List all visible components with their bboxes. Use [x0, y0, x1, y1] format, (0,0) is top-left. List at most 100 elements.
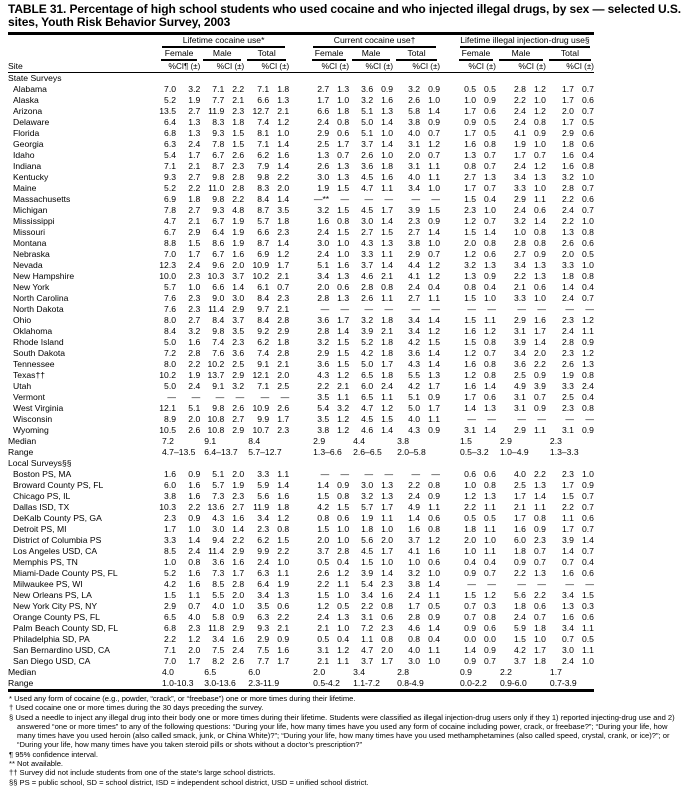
range-value: 1.0–4.9: [499, 447, 529, 457]
percent-value: 2.0: [464, 238, 477, 248]
ci-value: 1.4: [381, 117, 394, 127]
median-value: 3.8: [397, 436, 410, 446]
ci-value: 0.4: [484, 282, 496, 292]
percent-value: 7.0: [164, 84, 176, 94]
ci-value: 1.5: [337, 183, 350, 193]
percent-value: 7.3: [212, 491, 225, 501]
percent-value: 4.7: [361, 645, 374, 655]
ci-value: 1.2: [484, 590, 496, 600]
ci-value: 2.6: [232, 150, 245, 160]
percent-value: 1.0: [464, 480, 477, 490]
percent-value: 8.7: [257, 238, 270, 248]
ci-value: 1.5: [428, 337, 441, 347]
footnote: * Used any form of cocaine (e.g., powder…: [9, 694, 356, 703]
percent-value: 6.7: [212, 249, 225, 259]
percent-value: 3.5: [317, 414, 330, 424]
ci-value: 1.6: [337, 260, 350, 270]
ci-value: 1.4: [484, 381, 496, 391]
percent-value: 4.5: [361, 414, 374, 424]
ci-value: 0.9: [533, 524, 546, 534]
ci-value: 1.2: [428, 139, 441, 149]
ci-value: 1.5: [188, 238, 201, 248]
ci-value: 0.7: [581, 205, 594, 215]
percent-value: 3.6: [361, 84, 374, 94]
site-name: Nebraska: [13, 249, 50, 259]
ci-value: 1.9: [232, 216, 245, 226]
percent-value: 2.0: [464, 535, 477, 545]
ci-value: 0.8: [581, 403, 594, 413]
percent-value: 2.4: [561, 293, 574, 303]
ci-value: 1.4: [428, 348, 441, 358]
ci-value: 1.0: [381, 128, 394, 138]
percent-value: 1.2: [464, 370, 477, 380]
ci-value: 0.7: [188, 601, 201, 611]
ci-value: 1.9: [188, 95, 201, 105]
site-name: Delaware: [13, 117, 50, 127]
percent-value: 8.6: [212, 238, 225, 248]
percent-value: 3.8: [408, 117, 421, 127]
percent-value: 5.4: [361, 579, 374, 589]
percent-value: 5.6: [514, 590, 526, 600]
ci-value: —: [537, 304, 546, 314]
percent-value: 1.7: [561, 95, 574, 105]
ci-value: —: [585, 304, 594, 314]
ci-value: 2.4: [232, 645, 245, 655]
percent-value: 7.8: [212, 139, 225, 149]
ci-value: 1.7: [188, 249, 201, 259]
ci-value: 1.4: [533, 491, 546, 501]
percent-value: 8.1: [257, 128, 270, 138]
ci-value: 0.8: [337, 491, 350, 501]
percent-value: 1.6: [561, 612, 574, 622]
ci-value: 2.1: [277, 271, 290, 281]
ci-value: —: [340, 194, 350, 204]
percent-value: 3.4: [408, 326, 421, 336]
ci-value: 2.2: [277, 612, 290, 622]
percent-value: 1.3: [464, 271, 477, 281]
percent-value: 1.6: [464, 359, 477, 369]
ci-value: 1.6: [381, 172, 394, 182]
ci-value: 0.8: [581, 271, 594, 281]
percent-value: 6.4: [212, 227, 225, 237]
percent-value: 8.4: [164, 326, 176, 336]
percent-value: 3.7: [361, 139, 374, 149]
percent-value: 3.4: [514, 260, 526, 270]
sex-header: Female: [158, 48, 200, 61]
percent-value: 1.0: [464, 95, 477, 105]
table-row: New Hampshire 10.0 2.3 10.3 3.7 10.2 2.1 3.4 1.3…: [8, 271, 594, 282]
percent-value: 2.4: [514, 612, 526, 622]
table-row: Broward County PS, FL 6.0 1.6 5.7 1.9 5.9 1.4 1…: [8, 480, 594, 491]
site-name: Los Angeles USD, CA: [13, 546, 98, 556]
percent-value: 2.8: [514, 238, 526, 248]
ci-value: 1.4: [484, 425, 496, 435]
ci-value: 1.4: [337, 326, 350, 336]
ci-value: 3.2: [232, 381, 245, 391]
ci-value: 2.3: [188, 304, 201, 314]
ci-value: 1.4: [277, 194, 290, 204]
ci-value: 0.9: [581, 425, 594, 435]
range-value: 0.9-6.0: [495, 678, 546, 692]
percent-value: 1.5: [561, 491, 574, 501]
percent-value: —: [320, 304, 330, 314]
percent-value: —: [364, 194, 374, 204]
ci-value: 1.6: [232, 634, 245, 644]
ci-value: 1.7: [188, 150, 201, 160]
ci-value: —: [384, 469, 394, 479]
ci-value: 2.3: [188, 271, 201, 281]
percent-value: 6.3: [164, 139, 176, 149]
ci-value: 0.8: [581, 161, 594, 171]
percent-value: 2.3: [561, 469, 574, 479]
percent-value: 1.4: [408, 513, 421, 523]
percent-value: 1.9: [514, 139, 526, 149]
ci-value: 1.2: [277, 117, 290, 127]
ci-value: 2.4: [188, 260, 201, 270]
ci-value: 1.0: [484, 293, 496, 303]
ci-value: 1.3: [533, 172, 546, 182]
ci-value: 1.0: [277, 128, 290, 138]
sex-header: Total: [244, 48, 289, 61]
ci-value: 0.7: [581, 546, 594, 556]
percent-value: —: [517, 579, 526, 589]
ci-value: 0.6: [533, 601, 546, 611]
ci-value: 0.9: [428, 84, 441, 94]
site-name: North Dakota: [13, 304, 64, 314]
ci-value: 1.0: [381, 150, 394, 160]
